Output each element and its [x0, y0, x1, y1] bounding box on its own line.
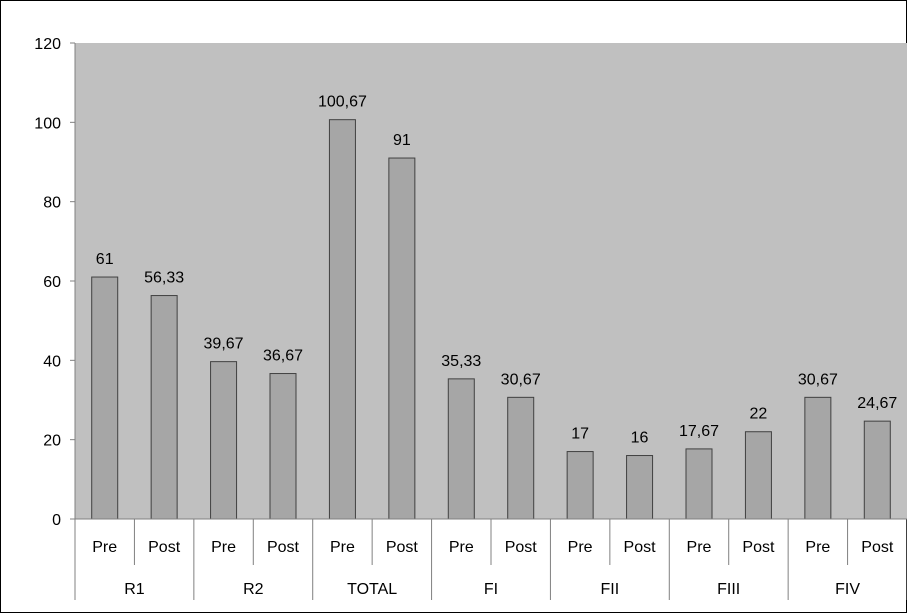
data-label: 100,67: [318, 94, 367, 111]
x-axis: Pre Post Pre Post Pre Post Pre Post Pre Post Pre Po…: [74, 518, 907, 600]
data-label: 30,67: [798, 371, 838, 388]
y-tick-label: 20: [43, 433, 61, 450]
bar: [863, 420, 891, 520]
x-tick-label: Post: [505, 539, 538, 556]
bar: [507, 396, 535, 520]
data-label: 39,67: [204, 336, 244, 353]
group-label: FIV: [835, 581, 860, 598]
x-tick-label: Pre: [211, 539, 236, 556]
data-label: 91: [393, 132, 411, 149]
bar: [150, 295, 178, 520]
x-tick-label: Post: [624, 539, 657, 556]
group-label: FI: [484, 581, 498, 598]
data-label: 17,67: [679, 423, 719, 440]
x-tick-label: Pre: [687, 539, 712, 556]
bar: [210, 361, 238, 520]
x-tick-label: Pre: [568, 539, 593, 556]
data-label: 22: [750, 406, 768, 423]
y-axis: 0 20 40 60 80 100 120: [34, 36, 76, 529]
x-tick-label: Pre: [330, 539, 355, 556]
data-label: 35,33: [441, 353, 481, 370]
bar: [269, 373, 297, 520]
x-tick-label: Post: [861, 539, 894, 556]
data-label: 16: [631, 430, 649, 447]
data-label: 56,33: [144, 270, 184, 287]
bar: [328, 119, 356, 520]
y-tick-label: 0: [52, 512, 61, 529]
group-label: R2: [243, 581, 264, 598]
bar: [447, 378, 475, 520]
group-label: FII: [601, 581, 620, 598]
y-tick-label: 120: [34, 36, 61, 53]
x-tick-label: Pre: [449, 539, 474, 556]
bars: 61 56,33 39,67 36,67 100,67 91 35,33 30,67 17 16 1…: [91, 94, 897, 520]
data-label: 61: [96, 251, 114, 268]
x-tick-label: Pre: [92, 539, 117, 556]
bar: [744, 431, 772, 520]
x-tick-label: Post: [267, 539, 300, 556]
y-tick-label: 80: [43, 195, 61, 212]
y-tick-label: 100: [34, 115, 61, 132]
x-tick-label: Pre: [805, 539, 830, 556]
x-tick-label: Post: [742, 539, 775, 556]
group-label: R1: [124, 581, 145, 598]
bar: [91, 276, 119, 520]
plot-area: [75, 43, 907, 519]
y-tick-label: 60: [43, 274, 61, 291]
bar: [388, 157, 416, 520]
x-tick-label: Post: [386, 539, 419, 556]
data-label: 17: [571, 426, 589, 443]
data-label: 30,67: [501, 371, 541, 388]
group-label: TOTAL: [347, 581, 397, 598]
bar: [804, 396, 832, 520]
data-label: 24,67: [857, 395, 897, 412]
group-label: FIII: [717, 581, 740, 598]
bar: [626, 455, 654, 520]
bar: [685, 448, 713, 520]
x-tick-label: Post: [148, 539, 181, 556]
bar: [566, 451, 594, 520]
y-tick-label: 40: [43, 353, 61, 370]
data-label: 36,67: [263, 348, 303, 365]
